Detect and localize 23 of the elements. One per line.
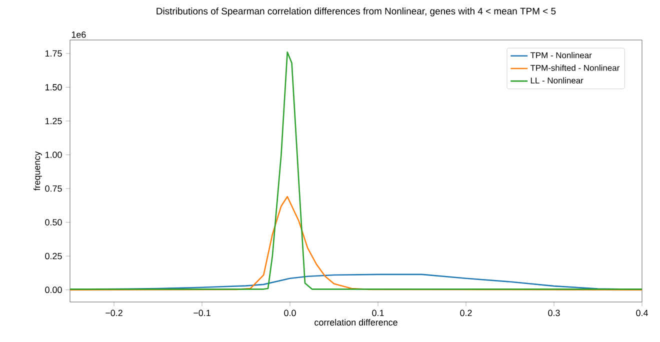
x-tick-label: −0.1: [194, 310, 210, 316]
chart-title: Distributions of Spearman correlation differences from Nonlinear, genes with 4 < mean TPM < 5: [156, 8, 556, 16]
x-tick-label: 0.2: [460, 310, 472, 316]
x-tick-label: 0.1: [372, 310, 384, 316]
y-tick-label: 1.50: [45, 84, 62, 90]
y-tick-label: 0.75: [45, 185, 62, 192]
legend-label: TPM-shifted - Nonlinear: [530, 64, 620, 71]
x-tick-label: 0.3: [548, 310, 560, 316]
y-tick-label: 1.00: [45, 152, 62, 158]
x-tick-label: −0.2: [106, 310, 122, 316]
y-tick-label: 0.50: [45, 219, 62, 226]
legend-label: TPM - Nonlinear: [530, 52, 592, 58]
y-tick-label: 0.00: [45, 286, 62, 294]
y-tick-label: 0.25: [45, 252, 62, 260]
y-tick-label: 1.25: [45, 118, 62, 124]
y-axis-title: frequency: [34, 151, 42, 191]
line-series: [70, 52, 642, 290]
y-tick-label: 1.75: [45, 50, 62, 57]
x-tick-label: 0.0: [284, 310, 296, 316]
x-axis-title: correlation difference: [314, 318, 398, 326]
legend-label: LL - Nonlinear: [530, 77, 584, 84]
x-tick-label: 0.4: [636, 310, 648, 316]
text: 1e6: [72, 31, 86, 38]
